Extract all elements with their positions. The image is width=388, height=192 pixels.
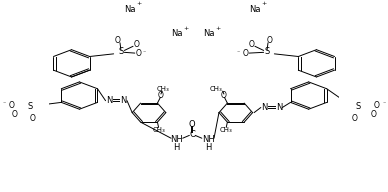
Text: O: O <box>135 49 141 58</box>
Text: NH: NH <box>170 135 183 144</box>
Text: +: + <box>183 26 189 31</box>
Text: +: + <box>137 1 142 6</box>
Text: NH: NH <box>202 135 215 144</box>
Text: Na: Na <box>125 5 136 14</box>
Text: CH₃: CH₃ <box>210 86 222 93</box>
Text: S: S <box>28 103 33 111</box>
Text: N: N <box>120 96 127 105</box>
Text: O: O <box>134 40 140 49</box>
Text: O: O <box>352 114 358 123</box>
Text: Na: Na <box>171 29 182 38</box>
Text: O: O <box>189 120 196 129</box>
Text: O: O <box>371 110 377 119</box>
Text: H: H <box>173 143 180 152</box>
Text: O: O <box>11 110 17 119</box>
Text: O: O <box>115 36 121 45</box>
Text: O: O <box>158 91 164 100</box>
Text: O: O <box>30 114 36 123</box>
Text: +: + <box>262 1 267 6</box>
Text: CH₃: CH₃ <box>152 127 165 133</box>
Text: +: + <box>215 26 220 31</box>
Text: S: S <box>265 47 270 56</box>
Text: ⁻: ⁻ <box>2 103 5 108</box>
Text: O: O <box>248 40 254 49</box>
Text: N: N <box>261 103 267 112</box>
Text: H: H <box>205 143 211 152</box>
Text: O: O <box>374 101 380 110</box>
Text: Na: Na <box>203 29 214 38</box>
Text: N: N <box>106 96 112 105</box>
Text: ⁻: ⁻ <box>143 51 146 56</box>
Text: O: O <box>242 49 248 58</box>
Text: N: N <box>275 103 282 112</box>
Text: S: S <box>355 103 360 111</box>
Text: CH₃: CH₃ <box>220 127 232 133</box>
Text: O: O <box>8 101 14 110</box>
Text: ⁻: ⁻ <box>236 51 240 56</box>
Text: O: O <box>267 36 273 45</box>
Text: C: C <box>189 130 195 139</box>
Text: Na: Na <box>249 5 261 14</box>
Text: S: S <box>118 47 123 56</box>
Text: O: O <box>221 91 227 100</box>
Text: ⁻: ⁻ <box>383 103 386 108</box>
Text: CH₃: CH₃ <box>156 86 169 93</box>
